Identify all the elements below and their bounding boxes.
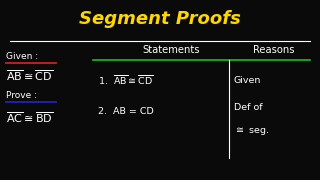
- Text: Reasons: Reasons: [253, 45, 294, 55]
- Text: Def of: Def of: [234, 103, 262, 112]
- Text: $\overline{\rm AC}$$\cong$$\overline{\rm BD}$: $\overline{\rm AC}$$\cong$$\overline{\rm…: [6, 110, 54, 125]
- Text: Given: Given: [234, 76, 261, 85]
- Text: $\cong$ seg.: $\cong$ seg.: [234, 125, 269, 137]
- Text: 2.  AB = CD: 2. AB = CD: [98, 107, 153, 116]
- Text: $\overline{\rm AB}$$\cong$$\overline{\rm CD}$: $\overline{\rm AB}$$\cong$$\overline{\rm…: [6, 68, 54, 83]
- Text: 1.  $\overline{\rm AB}$$\cong$$\overline{\rm CD}$: 1. $\overline{\rm AB}$$\cong$$\overline{…: [98, 73, 153, 87]
- Text: Given :: Given :: [6, 52, 38, 61]
- Text: Prove :: Prove :: [6, 91, 37, 100]
- Text: Statements: Statements: [142, 45, 200, 55]
- Text: Segment Proofs: Segment Proofs: [79, 10, 241, 28]
